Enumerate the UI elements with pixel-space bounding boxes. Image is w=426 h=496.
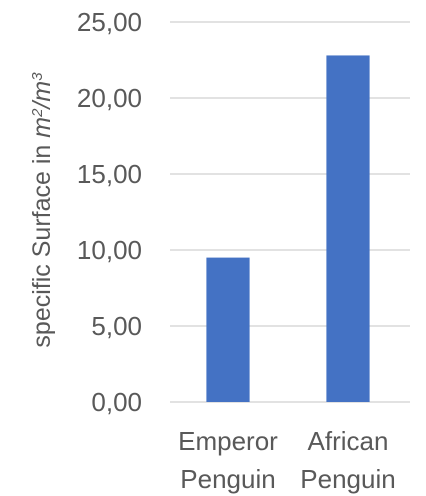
bars	[206, 55, 370, 402]
y-tick-label: 0,00	[91, 387, 142, 417]
y-tick-label: 5,00	[91, 311, 142, 341]
x-tick-label: Emperor Penguin	[178, 426, 278, 494]
y-axis-title-unit-sup-2: 3	[29, 72, 46, 81]
y-tick-label: 15,00	[77, 159, 142, 189]
y-tick-label: 20,00	[77, 83, 142, 113]
x-tick-label-line: Penguin	[300, 464, 395, 494]
y-axis-title-main: specific Surface in	[28, 138, 56, 348]
y-tick-label: 10,00	[77, 235, 142, 265]
y-axis-tick-labels: 0,00 5,00 10,00 15,00 20,00 25,00	[77, 7, 142, 417]
y-axis-title: specific Surface in m2/m3	[28, 72, 56, 348]
bar	[206, 257, 250, 402]
gridlines	[170, 21, 410, 403]
y-axis-title-unit-base-1: m	[28, 117, 56, 138]
bar	[326, 55, 370, 402]
x-axis-tick-labels: Emperor Penguin African Penguin	[178, 426, 396, 494]
y-tick-label: 25,00	[77, 7, 142, 37]
y-axis-title-unit-base-2: m	[28, 81, 56, 102]
x-tick-label: African Penguin	[300, 426, 395, 494]
x-tick-label-line: Emperor	[178, 426, 278, 456]
y-axis-title-unit-sup-1: 2	[29, 108, 46, 118]
x-tick-label-line: African	[308, 426, 389, 456]
x-tick-label-line: Penguin	[180, 464, 275, 494]
